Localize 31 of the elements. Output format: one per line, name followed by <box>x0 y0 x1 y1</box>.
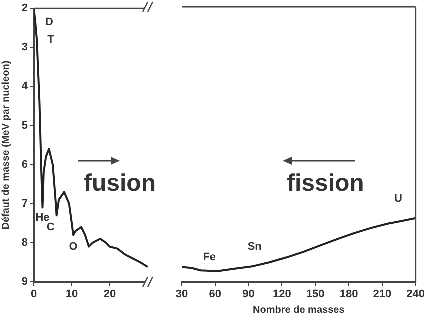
annotation: fusion <box>84 170 156 198</box>
y-tick-label: 8 <box>22 236 28 249</box>
x-tick-label: 180 <box>340 288 358 301</box>
x-tick-label: 120 <box>273 288 292 301</box>
y-tick-label: 2 <box>22 2 28 15</box>
x-tick-label: 90 <box>242 288 255 301</box>
y-axis-title: Défaut de masse (MeV par nucleon) <box>0 60 12 230</box>
x-tick-label: 30 <box>176 288 188 301</box>
x-tick-label: 20 <box>104 288 116 301</box>
y-tick-label: 9 <box>22 276 28 288</box>
annotation: U <box>394 193 402 206</box>
x-axis-title: Nombre de masses <box>253 304 346 316</box>
y-tick-label: 6 <box>22 158 28 171</box>
annotation: C <box>46 222 55 234</box>
x-tick-label: 210 <box>373 288 392 301</box>
annotation: Fe <box>203 251 216 264</box>
y-tick-label: 4 <box>22 80 29 93</box>
y-tick-label: 3 <box>22 42 28 54</box>
y-tick-label: 7 <box>22 198 28 210</box>
annotation: D <box>46 16 54 28</box>
annotation: Sn <box>248 240 262 253</box>
x-tick-label: 0 <box>30 288 38 301</box>
x-tick-label: 10 <box>66 288 78 301</box>
annotation: O <box>69 241 78 254</box>
x-tick-label: 240 <box>406 288 426 301</box>
annotation: T <box>48 34 55 46</box>
y-tick-label: 5 <box>22 120 28 132</box>
annotation: He <box>36 212 50 224</box>
x-tick-label: 150 <box>306 288 325 301</box>
x-tick-label: 60 <box>209 288 222 301</box>
annotation: fission <box>287 170 364 198</box>
